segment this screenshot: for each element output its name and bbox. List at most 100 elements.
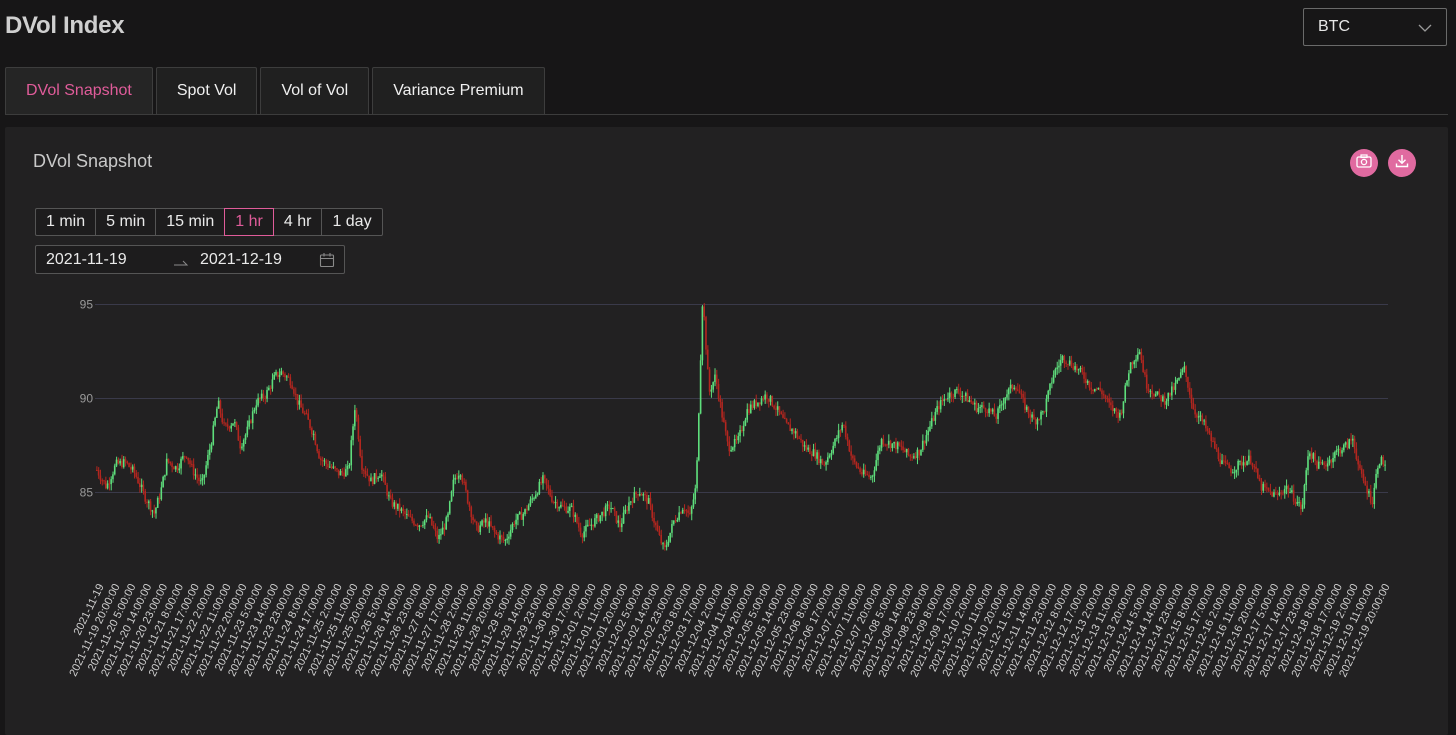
candle-body: [1038, 419, 1041, 421]
candle-body: [217, 400, 220, 409]
interval-1-min[interactable]: 1 min: [35, 208, 97, 236]
candle-body: [952, 396, 955, 398]
screenshot-button[interactable]: [1350, 149, 1378, 177]
candle-body: [384, 476, 387, 485]
candle-body: [284, 373, 286, 378]
candle-body: [357, 417, 360, 440]
candle-body: [932, 418, 935, 421]
candle-body: [398, 503, 401, 512]
card-title: DVol Snapshot: [33, 151, 153, 171]
tab-vol-of-vol[interactable]: Vol of Vol: [260, 67, 370, 114]
candle-body: [1366, 485, 1368, 494]
end-date-input[interactable]: 2021-12-19: [200, 250, 282, 268]
y-tick-label: 85: [80, 486, 94, 500]
candle-body: [866, 474, 869, 476]
calendar-icon[interactable]: [319, 252, 335, 273]
candle-body: [199, 480, 202, 482]
start-date-input[interactable]: 2021-11-19: [46, 250, 127, 268]
candle-body: [1151, 390, 1153, 395]
candle-body: [1033, 414, 1035, 420]
interval-15-min[interactable]: 15 min: [155, 208, 226, 236]
candle-body: [386, 484, 388, 496]
candle-body: [475, 521, 478, 526]
interval-1-hr[interactable]: 1 hr: [224, 208, 274, 236]
candle-body: [1362, 473, 1365, 481]
page-title: DVol Index: [5, 12, 125, 39]
asset-select[interactable]: BTC: [1303, 8, 1447, 46]
candle-body: [248, 420, 250, 427]
candle-body: [1061, 356, 1064, 361]
candle-body: [751, 404, 754, 408]
candle-body: [748, 409, 750, 413]
candle-body: [1217, 449, 1220, 460]
candle-body: [1187, 377, 1189, 388]
candle-body: [420, 525, 422, 527]
date-range-picker[interactable]: 2021-11-19 2021-12-19: [35, 245, 345, 274]
candle-body: [359, 439, 361, 457]
candle-body: [370, 477, 372, 482]
candle-body: [312, 433, 315, 435]
candle-body: [226, 424, 229, 427]
candle-body: [631, 501, 634, 503]
candle-body: [1079, 367, 1082, 370]
tab-spot-vol[interactable]: Spot Vol: [155, 67, 258, 114]
candle-body: [798, 437, 800, 439]
candle-body: [628, 502, 630, 511]
candle-body: [112, 474, 114, 480]
candle-body: [1335, 450, 1338, 453]
candle-body: [1015, 387, 1017, 390]
candle-body: [651, 505, 654, 518]
candle-body: [1219, 459, 1221, 465]
candle-body: [1310, 453, 1313, 459]
candle-body: [1133, 361, 1135, 365]
candle-body: [414, 524, 417, 526]
candle-body: [339, 471, 342, 476]
candle-body: [434, 527, 437, 531]
candle-body: [810, 454, 813, 456]
candle-body: [1070, 360, 1073, 367]
interval-4-hr[interactable]: 4 hr: [272, 208, 323, 236]
candle-body: [749, 404, 752, 413]
candle-body: [871, 475, 874, 477]
candle-body: [405, 513, 408, 515]
candle-body: [617, 520, 619, 523]
candle-body: [653, 517, 655, 523]
candle-body: [551, 495, 553, 502]
candle-body: [255, 405, 258, 410]
candle-body: [1239, 460, 1241, 462]
candle-body: [694, 488, 697, 500]
tab-dvol-snapshot[interactable]: DVol Snapshot: [5, 67, 153, 114]
candle-body: [1167, 392, 1170, 402]
candle-body: [502, 537, 505, 541]
candle-body: [769, 395, 772, 402]
candle-body: [735, 438, 738, 441]
candle-body: [1119, 412, 1121, 418]
candle-body: [1380, 456, 1383, 465]
candle-body: [1332, 457, 1334, 463]
candle-body: [291, 385, 293, 389]
tab-variance-premium[interactable]: Variance Premium: [372, 67, 545, 114]
candle-body: [486, 518, 489, 527]
candle-body: [1153, 394, 1155, 397]
candle-body: [907, 448, 910, 456]
interval-1-day[interactable]: 1 day: [321, 208, 383, 236]
candle-body: [1257, 468, 1259, 478]
candle-body: [882, 439, 885, 445]
candle-body: [712, 382, 714, 390]
candle-body: [445, 517, 447, 530]
candle-body: [1210, 433, 1213, 442]
candle-body: [472, 517, 474, 521]
download-button[interactable]: [1388, 149, 1416, 177]
candle-body: [137, 476, 139, 484]
candle-body: [805, 445, 808, 450]
candle-body: [103, 480, 105, 482]
candle-body: [683, 509, 686, 511]
candle-body: [251, 411, 254, 423]
candle-body: [878, 447, 881, 451]
candle-body: [1045, 398, 1048, 412]
candle-body: [1246, 461, 1248, 466]
candle-body: [1022, 394, 1024, 398]
candle-body: [787, 422, 790, 425]
candle-body: [794, 431, 797, 434]
